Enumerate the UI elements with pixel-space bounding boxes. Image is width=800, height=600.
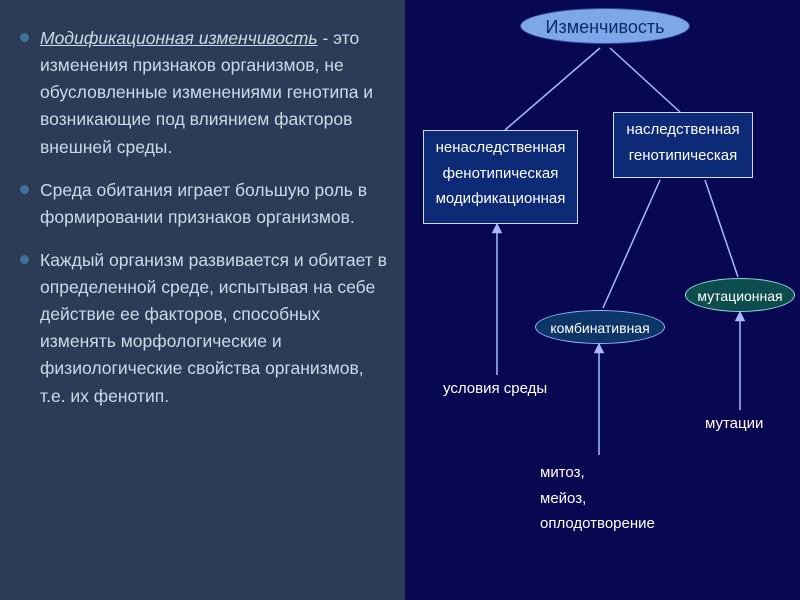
node-hereditary: наследственнаягенотипическая bbox=[613, 112, 753, 178]
bullet-text: Каждый организм развивается и обитает в … bbox=[40, 250, 387, 406]
bullet-list: Модификационная изменчивость - это измен… bbox=[24, 25, 387, 410]
text-panel: Модификационная изменчивость - это измен… bbox=[0, 0, 405, 600]
node-mutational: мутационная bbox=[685, 278, 795, 312]
bullet-item: Каждый организм развивается и обитает в … bbox=[24, 247, 387, 410]
label-line: оплодотворение bbox=[540, 511, 655, 537]
node-label: комбинативная bbox=[550, 320, 649, 336]
bullet-item: Модификационная изменчивость - это измен… bbox=[24, 25, 387, 161]
bullet-item: Среда обитания играет большую роль в фор… bbox=[24, 177, 387, 231]
node-nonhereditary: ненаследственнаяфенотипическаямодификаци… bbox=[423, 130, 578, 224]
diagram-title-text: Изменчивость bbox=[546, 17, 665, 37]
label-mutations: мутации bbox=[705, 415, 763, 432]
bullet-text: Среда обитания играет большую роль в фор… bbox=[40, 180, 367, 227]
label-text: мутации bbox=[705, 415, 763, 432]
node-line: фенотипическая bbox=[430, 161, 571, 187]
node-label: мутационная bbox=[697, 288, 782, 304]
term-underlined: Модификационная изменчивость bbox=[40, 28, 318, 48]
label-mitosis: митоз,мейоз,оплодотворение bbox=[540, 460, 655, 537]
node-line: наследственная bbox=[620, 117, 746, 143]
label-line: мейоз, bbox=[540, 486, 655, 512]
node-combinative: комбинативная bbox=[535, 310, 665, 344]
label-conditions: условия среды bbox=[443, 380, 547, 397]
diagram-panel: Изменчивость ненаследственнаяфенотипичес… bbox=[405, 0, 800, 600]
label-line: митоз, bbox=[540, 460, 655, 486]
label-text: условия среды bbox=[443, 380, 547, 397]
node-line: ненаследственная bbox=[430, 135, 571, 161]
node-line: генотипическая bbox=[620, 143, 746, 169]
node-line: модификационная bbox=[430, 186, 571, 212]
diagram-title: Изменчивость bbox=[520, 8, 690, 44]
